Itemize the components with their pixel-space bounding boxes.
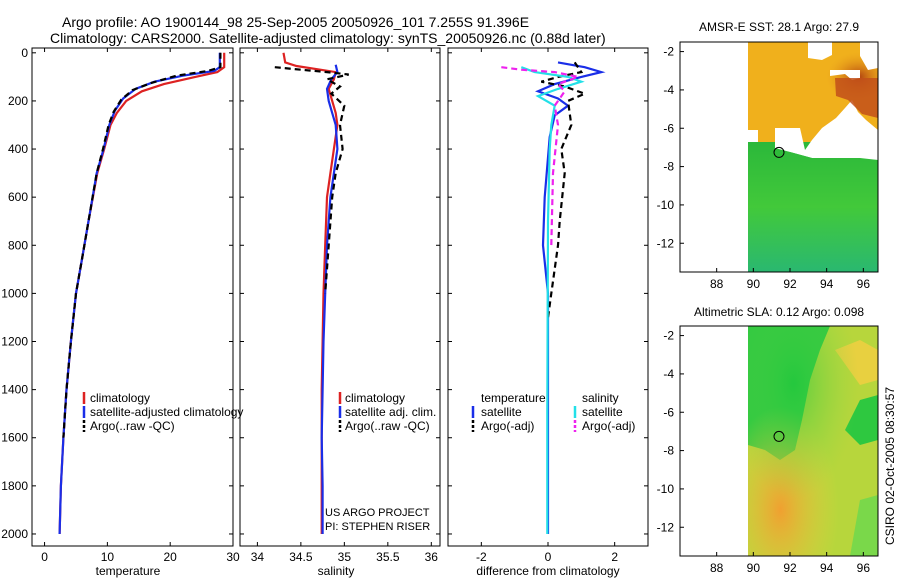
x-tick-label: 94 bbox=[820, 277, 834, 291]
x-tick-label: 34 bbox=[251, 550, 265, 564]
x-tick-label: 2 bbox=[611, 550, 618, 564]
legend-heading-temperature: temperature bbox=[481, 391, 546, 405]
legend-label-argo-raw: Argo(..raw -QC) bbox=[345, 419, 430, 433]
y-tick-label: 0 bbox=[21, 46, 28, 60]
legend-label-argo-raw: Argo(..raw -QC) bbox=[90, 419, 175, 433]
temperature-xlabel: temperature bbox=[96, 564, 161, 578]
y-tick-label: -4 bbox=[663, 367, 674, 381]
series-line-satellite-adj-clim- bbox=[320, 64, 339, 534]
sst-map bbox=[680, 42, 878, 272]
legend-label-satellite-adjusted: satellite-adjusted climatology bbox=[90, 405, 243, 419]
x-tick-label: 10 bbox=[101, 550, 115, 564]
temperature-series bbox=[58, 52, 226, 535]
argo-float-marker bbox=[773, 146, 785, 158]
temperature-legend: climatology satellite-adjusted climatolo… bbox=[82, 391, 243, 433]
salinity-xlabel: salinity bbox=[318, 564, 355, 578]
legend-label-temp-argo: Argo(-adj) bbox=[481, 419, 534, 433]
y-tick-label: -4 bbox=[663, 83, 674, 97]
y-tick-label: 1800 bbox=[1, 479, 28, 493]
x-tick-label: 35.5 bbox=[376, 550, 400, 564]
y-tick-label: -12 bbox=[657, 236, 675, 250]
y-tick-label: -6 bbox=[663, 121, 674, 135]
x-tick-label: 90 bbox=[747, 561, 761, 575]
series-line-salinity-argo-adj- bbox=[501, 66, 583, 246]
x-tick-label: 92 bbox=[783, 277, 797, 291]
x-tick-label: 88 bbox=[710, 561, 724, 575]
x-tick-label: 96 bbox=[857, 561, 871, 575]
difference-ticks: -2 0 2 bbox=[476, 48, 618, 564]
difference-xlabel: difference from climatology bbox=[476, 564, 619, 578]
y-tick-label: 1200 bbox=[1, 335, 28, 349]
y-tick-label: -2 bbox=[663, 329, 674, 343]
x-tick-label: 96 bbox=[857, 277, 871, 291]
project-note-line1: US ARGO PROJECT bbox=[325, 507, 430, 519]
temperature-axes bbox=[31, 47, 234, 547]
x-tick-label: 94 bbox=[820, 561, 834, 575]
sla-map-title: Altimetric SLA: 0.12 Argo: 0.098 bbox=[694, 305, 864, 319]
series-line-climatology bbox=[282, 52, 339, 534]
series-line-satellite-adjusted-climatology bbox=[58, 52, 221, 535]
legend-label-sal-satellite: satellite bbox=[582, 405, 623, 419]
sla-map-frame bbox=[679, 325, 879, 557]
legend-label-sal-argo: Argo(-adj) bbox=[582, 419, 635, 433]
sst-map-frame bbox=[679, 41, 879, 273]
x-tick-label: 92 bbox=[783, 561, 797, 575]
x-tick-label: 36 bbox=[425, 550, 439, 564]
difference-legend: temperature satellite Argo(-adj) salinit… bbox=[471, 391, 635, 433]
y-tick-label: -10 bbox=[657, 198, 675, 212]
y-tick-label: -6 bbox=[663, 405, 674, 419]
legend-heading-salinity: salinity bbox=[582, 391, 619, 405]
header-title-line1: Argo profile: AO 1900144_98 25-Sep-2005 … bbox=[62, 14, 529, 30]
x-tick-label: 30 bbox=[226, 550, 240, 564]
y-tick-label: 1400 bbox=[1, 383, 28, 397]
y-tick-label: -8 bbox=[663, 160, 674, 174]
sst-map-title: AMSR-E SST: 28.1 Argo: 27.9 bbox=[699, 20, 859, 34]
series-line-argo-raw-qc- bbox=[274, 66, 349, 294]
depth-ticks: 0 200 400 600 800 1000 1200 1400 1600 1800 2000 bbox=[1, 46, 648, 541]
side-timestamp: CSIRO 02-Oct-2005 08:30:57 bbox=[883, 387, 897, 545]
y-tick-label: 400 bbox=[8, 142, 28, 156]
series-line-salinity-satellite bbox=[520, 66, 585, 534]
salinity-series bbox=[274, 52, 349, 534]
y-tick-label: 1600 bbox=[1, 431, 28, 445]
project-note-line2: PI: STEPHEN RISER bbox=[325, 521, 430, 533]
series-line-climatology bbox=[58, 52, 226, 535]
y-tick-label: -2 bbox=[663, 45, 674, 59]
difference-series bbox=[501, 61, 606, 534]
x-tick-label: 35 bbox=[338, 550, 352, 564]
y-tick-label: 800 bbox=[8, 238, 28, 252]
legend-label-temp-satellite: satellite bbox=[481, 405, 522, 419]
y-tick-label: -12 bbox=[657, 520, 675, 534]
sla-map-ticks: 88 90 92 94 96 -2 -4 -6 -8 -10 -12 bbox=[657, 329, 871, 575]
y-tick-label: -10 bbox=[657, 482, 675, 496]
legend-label-satellite-adj: satellite adj. clim. bbox=[345, 405, 436, 419]
sla-map bbox=[680, 326, 878, 556]
legend-label-climatology: climatology bbox=[90, 391, 150, 405]
y-tick-label: 2000 bbox=[1, 527, 28, 541]
x-tick-label: 34.5 bbox=[289, 550, 313, 564]
sst-map-ticks: 88 90 92 94 96 -2 -4 -6 -8 -10 -12 bbox=[657, 45, 871, 291]
x-tick-label: 0 bbox=[545, 550, 552, 564]
temperature-ticks: 0 10 20 30 bbox=[41, 48, 240, 564]
x-tick-label: 20 bbox=[164, 550, 178, 564]
x-tick-label: 0 bbox=[41, 550, 48, 564]
salinity-ticks: 34 34.5 35 35.5 36 bbox=[251, 48, 439, 564]
salinity-legend: climatology satellite adj. clim. Argo(..… bbox=[338, 391, 436, 433]
legend-label-climatology: climatology bbox=[345, 391, 405, 405]
y-tick-label: 200 bbox=[8, 94, 28, 108]
salinity-axes bbox=[239, 47, 441, 547]
y-tick-label: -8 bbox=[663, 444, 674, 458]
argo-float-marker bbox=[773, 430, 785, 442]
x-tick-label: 90 bbox=[747, 277, 761, 291]
x-tick-label: 88 bbox=[710, 277, 724, 291]
x-tick-label: -2 bbox=[476, 550, 487, 564]
y-tick-label: 1000 bbox=[1, 286, 28, 300]
series-line-argo-raw-qc- bbox=[62, 52, 222, 438]
y-tick-label: 600 bbox=[8, 190, 28, 204]
header-title-line2: Climatology: CARS2000. Satellite-adjuste… bbox=[50, 30, 606, 46]
